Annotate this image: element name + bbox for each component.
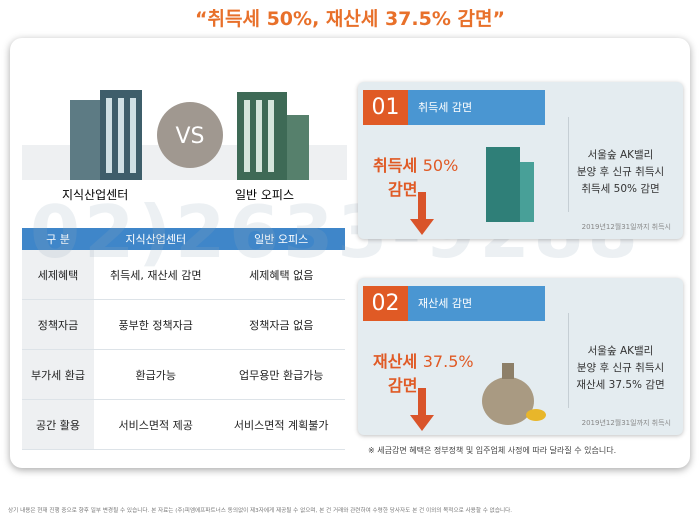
card-number: 01 bbox=[363, 90, 408, 125]
left-label: 지식산업센터 bbox=[62, 188, 129, 202]
divider bbox=[568, 313, 569, 408]
table-cell: 풍부한 정책자금 bbox=[94, 299, 218, 350]
table-row: 정책자금 풍부한 정책자금 정책자금 없음 bbox=[22, 299, 345, 350]
table-cell: 업무용만 환급가능 bbox=[217, 349, 345, 400]
side-line: 분양 후 신규 취득시 bbox=[576, 362, 665, 374]
table-row: 세제혜택 취득세, 재산세 감면 세제혜택 없음 bbox=[22, 250, 345, 300]
table-cell: 정책자금 없음 bbox=[217, 299, 345, 350]
table-cell: 부가세 환급 bbox=[22, 349, 94, 400]
tax-name: 취득세 bbox=[373, 156, 418, 175]
table-header: 구 분 bbox=[22, 228, 94, 250]
divider bbox=[568, 117, 569, 212]
tax-rate: 37.5% bbox=[422, 352, 474, 371]
tax-line: 취득세 50% bbox=[373, 152, 458, 176]
buildings: VS bbox=[22, 90, 347, 180]
side-line: 서울숲 AK밸리 bbox=[587, 345, 654, 357]
table-cell: 환급가능 bbox=[94, 349, 218, 400]
illustration bbox=[410, 147, 534, 235]
table-cell: 공간 활용 bbox=[22, 399, 94, 450]
card-number: 02 bbox=[363, 286, 408, 321]
tax-card: 02 재산세 감면 재산세 37.5% 감면 서울숲 AK밸리 분양 후 신규 취득시 재산… bbox=[358, 278, 683, 435]
tax-rate: 50% bbox=[422, 156, 459, 175]
vs: VS bbox=[175, 124, 204, 149]
table-header: 일반 오피스 bbox=[217, 228, 345, 250]
table-cell: 세제혜택 bbox=[22, 250, 94, 300]
tax-action: 감면 bbox=[388, 376, 418, 395]
note: ※ 세금감면 혜택은 정부정책 및 입주업체 사정에 따라 달라질 수 있습니다… bbox=[368, 446, 617, 455]
card-title: 재산세 감면 bbox=[408, 286, 545, 321]
compare-table: 구 분 지식산업센터 일반 오피스 세제혜택 취득세, 재산세 감면 세제혜택 없음 정책자… bbox=[22, 228, 345, 450]
card-title: 취득세 감면 bbox=[408, 90, 545, 125]
tax-card: 01 취득세 감면 취득세 50% 감면 서울숲 AK밸리 분양 후 신규 취득시 취득세 … bbox=[358, 82, 683, 239]
tax-line: 재산세 37.5% bbox=[373, 348, 474, 372]
side-line: 재산세 37.5% 감면 bbox=[576, 379, 665, 391]
right-label: 일반 오피스 bbox=[235, 188, 295, 202]
table-row: 공간 활용 서비스면적 제공 서비스면적 계획불가 bbox=[22, 399, 345, 450]
table-header: 지식산업센터 bbox=[94, 228, 218, 250]
side-line: 서울숲 AK밸리 bbox=[587, 149, 654, 161]
table-cell: 서비스면적 계획불가 bbox=[217, 399, 345, 450]
table-cell: 취득세, 재산세 감면 bbox=[94, 250, 218, 300]
table-cell: 정책자금 bbox=[22, 299, 94, 350]
date: 2019년12월31일까지 취득시 bbox=[581, 223, 671, 231]
date: 2019년12월31일까지 취득시 bbox=[581, 419, 671, 427]
tax-name: 재산세 bbox=[373, 352, 418, 371]
title: “취득세 50%, 재산세 37.5% 감면” bbox=[195, 8, 505, 30]
footer: 상기 내용은 현재 진행 중으로 향후 일부 변경될 수 있습니다. 본 자료는… bbox=[8, 508, 513, 514]
tax-action: 감면 bbox=[388, 180, 418, 199]
table-row: 부가세 환급 환급가능 업무용만 환급가능 bbox=[22, 349, 345, 400]
side-line: 취득세 50% 감면 bbox=[581, 183, 660, 195]
table-cell: 세제혜택 없음 bbox=[217, 250, 345, 300]
side-line: 분양 후 신규 취득시 bbox=[576, 166, 665, 178]
table-cell: 서비스면적 제공 bbox=[94, 399, 218, 450]
illustration bbox=[410, 363, 546, 431]
